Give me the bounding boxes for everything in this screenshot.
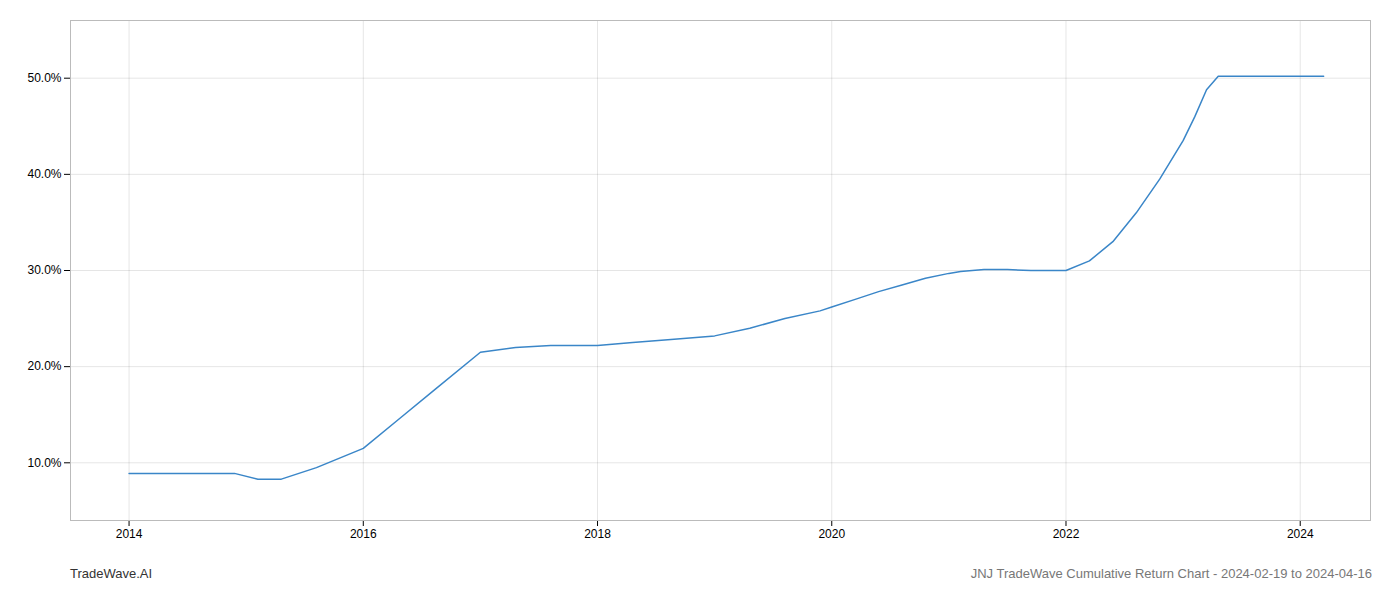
svg-text:2018: 2018 [584, 527, 611, 541]
svg-text:2022: 2022 [1053, 527, 1080, 541]
svg-text:20.0%: 20.0% [27, 359, 61, 373]
html-text:TradeWave.AI: TradeWave.AI [70, 566, 153, 581]
svg-text:2016: 2016 [350, 527, 377, 541]
svg-text:30.0%: 30.0% [27, 263, 61, 277]
svg-text:50.0%: 50.0% [27, 71, 61, 85]
svg-text:10.0%: 10.0% [27, 456, 61, 470]
svg-text:2020: 2020 [818, 527, 845, 541]
svg-text:40.0%: 40.0% [27, 167, 61, 181]
svg-text:2024: 2024 [1287, 527, 1314, 541]
svg-text:2014: 2014 [116, 527, 143, 541]
html-text:JNJ TradeWave Cumulative Retur: JNJ TradeWave Cumulative Return Chart - … [970, 566, 1372, 581]
